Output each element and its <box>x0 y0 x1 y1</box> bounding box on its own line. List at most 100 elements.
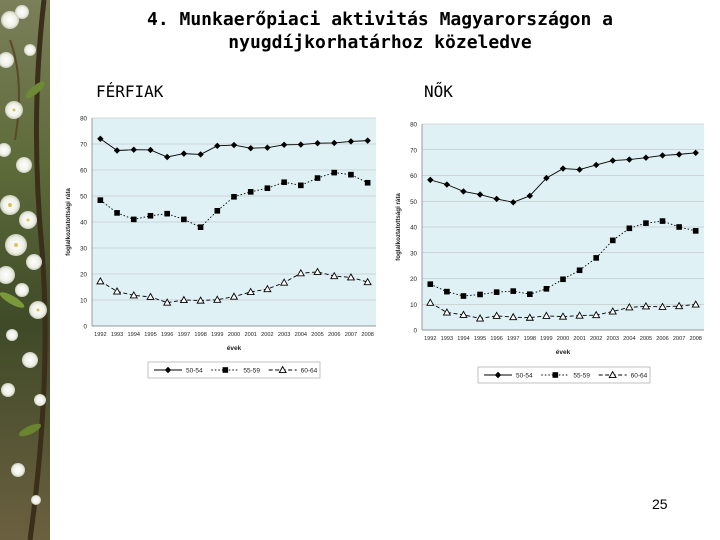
women-legend-box <box>477 366 651 384</box>
women-data-point-55-59 <box>477 291 483 298</box>
women-data-point-60-64 <box>658 302 667 310</box>
men-data-point-60-64 <box>363 277 372 286</box>
men-data-point-50-54 <box>230 141 238 149</box>
men-data-point-60-64 <box>96 276 105 285</box>
men-data-point-55-59 <box>298 182 304 189</box>
women-x-tick-label: 2003 <box>607 336 619 342</box>
men-legend-label-60-64: 60-64 <box>301 368 318 375</box>
women-data-point-60-64 <box>459 310 468 318</box>
women-data-point-55-59 <box>560 276 566 283</box>
women-data-point-50-54 <box>443 181 451 188</box>
women-series-55-59 <box>427 218 699 299</box>
women-x-tick-label: 1998 <box>524 336 536 342</box>
women-data-point-55-59 <box>609 237 616 244</box>
men-legend-marker-55-59 <box>222 367 229 373</box>
women-data-point-50-54 <box>675 151 683 158</box>
men-x-tick-label: 1998 <box>194 332 206 338</box>
men-data-point-55-59 <box>97 197 104 203</box>
women-data-point-50-54 <box>659 152 666 159</box>
women-y-tick-label: 10 <box>410 302 417 309</box>
women-data-point-50-54 <box>476 191 484 198</box>
men-data-point-55-59 <box>231 193 237 200</box>
women-x-tick-label: 2001 <box>573 336 585 342</box>
women-x-tick-label: 2007 <box>673 336 685 342</box>
women-x-tick-label: 2002 <box>590 336 602 342</box>
men-data-point-60-64 <box>146 292 155 300</box>
men-data-point-55-59 <box>214 208 221 214</box>
men-y-tick-label: 30 <box>80 246 87 253</box>
men-data-point-55-59 <box>197 224 204 230</box>
women-x-axis-title: évek <box>556 349 571 356</box>
men-data-point-55-59 <box>264 185 271 191</box>
men-x-tick-label: 1996 <box>161 332 173 338</box>
women-employment-chart-svg: 0 10 20 30 40 50 60 70 80 1992 1993 1994 1995 1996 199… <box>395 122 704 384</box>
page-number: 25 <box>652 496 668 512</box>
men-data-point-50-54 <box>331 139 338 147</box>
women-legend-label-50-54: 50-54 <box>516 373 533 380</box>
men-legend-box <box>147 361 321 379</box>
women-data-point-55-59 <box>543 286 550 292</box>
men-data-point-60-64 <box>313 267 322 275</box>
women-legend-marker-60-64 <box>608 370 617 379</box>
men-x-tick-label: 2002 <box>261 332 273 338</box>
women-x-tick-label: 2004 <box>623 336 635 342</box>
men-data-point-55-59 <box>164 210 170 217</box>
men-data-point-60-64 <box>330 271 339 280</box>
men-data-point-60-64 <box>179 295 189 304</box>
women-series-line-55-59 <box>430 220 696 297</box>
women-series-60-64 <box>426 298 700 322</box>
women-x-tick-label: 1994 <box>457 336 469 342</box>
men-data-point-50-54 <box>347 138 355 145</box>
women-data-point-60-64 <box>525 313 534 321</box>
men-data-point-60-64 <box>213 295 222 303</box>
women-series-line-60-64 <box>430 302 696 319</box>
men-employment-chart-svg: 0 10 20 30 40 50 60 70 80 1992 1993 1994 1995 1996 199… <box>65 116 376 379</box>
men-data-point-60-64 <box>196 296 205 304</box>
women-legend-label-60-64: 60-64 <box>631 373 648 380</box>
men-data-point-55-59 <box>348 171 354 178</box>
men-y-tick-label: 80 <box>80 116 87 123</box>
women-data-point-50-54 <box>559 165 567 172</box>
men-legend-label-50-54: 50-54 <box>186 368 203 375</box>
women-x-tick-label: 2005 <box>640 336 652 342</box>
men-x-tick-label: 1992 <box>94 332 106 338</box>
men-data-point-50-54 <box>97 135 104 142</box>
women-panel-label: NŐK <box>424 82 453 101</box>
men-x-tick-label: 1997 <box>178 332 190 338</box>
women-x-tick-label: 1997 <box>507 336 519 342</box>
women-y-tick-label: 50 <box>410 199 417 206</box>
men-data-point-60-64 <box>112 287 122 295</box>
men-y-tick-label: 20 <box>80 272 87 279</box>
women-data-point-50-54 <box>493 195 500 203</box>
men-x-tick-label: 1993 <box>111 332 123 338</box>
women-legend-marker-50-54 <box>494 371 502 379</box>
women-y-axis-title: foglalkoztatottsági ráta <box>395 193 402 261</box>
women-data-point-60-64 <box>608 307 617 315</box>
women-data-point-55-59 <box>643 220 649 226</box>
men-data-point-55-59 <box>147 212 154 219</box>
women-data-point-55-59 <box>460 293 467 299</box>
men-data-point-60-64 <box>129 291 138 299</box>
women-data-point-50-54 <box>460 188 467 195</box>
women-x-tick-label: 2000 <box>557 336 569 342</box>
women-data-point-55-59 <box>692 228 699 234</box>
women-y-tick-label: 60 <box>410 173 417 180</box>
women-data-point-60-64 <box>475 314 485 322</box>
men-y-axis-title: foglalkoztatottsági ráta <box>65 188 72 256</box>
women-data-point-60-64 <box>691 300 700 308</box>
men-data-point-50-54 <box>264 144 271 151</box>
men-data-point-50-54 <box>197 151 204 158</box>
women-data-point-60-64 <box>641 301 651 310</box>
women-y-tick-label: 20 <box>410 276 417 283</box>
men-data-point-55-59 <box>364 179 371 186</box>
women-data-point-55-59 <box>576 267 583 274</box>
men-y-tick-label: 0 <box>84 324 88 331</box>
women-data-point-60-64 <box>558 312 568 320</box>
women-x-tick-label: 1995 <box>474 336 486 342</box>
men-x-axis-title: évek <box>227 345 242 352</box>
women-y-tick-label: 0 <box>414 328 418 335</box>
women-y-tick-label: 30 <box>410 250 417 257</box>
men-x-tick-label: 2005 <box>311 332 323 338</box>
women-y-tick-label: 40 <box>410 225 417 232</box>
men-series-55-59 <box>97 169 371 230</box>
